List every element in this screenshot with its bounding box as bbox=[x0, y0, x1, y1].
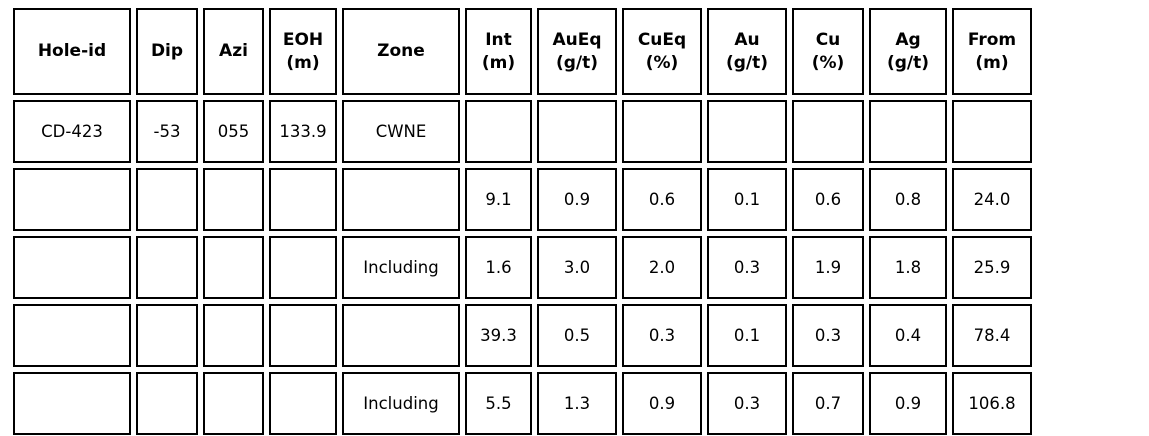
column-header-hole-id: Hole-id bbox=[13, 8, 131, 95]
table-row: Including 5.5 1.3 0.9 0.3 0.7 0.9 106.8 bbox=[13, 372, 1032, 435]
cell-ag: 0.9 bbox=[869, 372, 947, 435]
cell-hole-id bbox=[13, 372, 131, 435]
cell-aueq: 1.3 bbox=[537, 372, 617, 435]
cell-int bbox=[465, 100, 532, 163]
cell-ag: 0.8 bbox=[869, 168, 947, 231]
column-header-cueq: CuEq (%) bbox=[622, 8, 702, 95]
cell-dip: -53 bbox=[136, 100, 198, 163]
column-header-azi: Azi bbox=[203, 8, 264, 95]
cell-ag: 1.8 bbox=[869, 236, 947, 299]
cell-aueq: 0.5 bbox=[537, 304, 617, 367]
cell-zone bbox=[342, 304, 460, 367]
cell-azi bbox=[203, 372, 264, 435]
cell-cu: 0.7 bbox=[792, 372, 864, 435]
cell-azi: 055 bbox=[203, 100, 264, 163]
column-header-eoh: EOH (m) bbox=[269, 8, 337, 95]
cell-from bbox=[952, 100, 1032, 163]
column-header-dip: Dip bbox=[136, 8, 198, 95]
cell-eoh bbox=[269, 236, 337, 299]
cell-cu: 0.3 bbox=[792, 304, 864, 367]
cell-eoh: 133.9 bbox=[269, 100, 337, 163]
cell-from: 25.9 bbox=[952, 236, 1032, 299]
cell-int: 39.3 bbox=[465, 304, 532, 367]
cell-hole-id bbox=[13, 168, 131, 231]
cell-from: 24.0 bbox=[952, 168, 1032, 231]
cell-cu: 1.9 bbox=[792, 236, 864, 299]
cell-cueq: 2.0 bbox=[622, 236, 702, 299]
cell-from: 78.4 bbox=[952, 304, 1032, 367]
column-header-cu: Cu (%) bbox=[792, 8, 864, 95]
column-header-au: Au (g/t) bbox=[707, 8, 787, 95]
cell-au: 0.1 bbox=[707, 168, 787, 231]
cell-int: 9.1 bbox=[465, 168, 532, 231]
column-header-int: Int (m) bbox=[465, 8, 532, 95]
cell-aueq: 3.0 bbox=[537, 236, 617, 299]
header-row: Hole-id Dip Azi EOH (m) Zone Int (m) AuE… bbox=[13, 8, 1032, 95]
column-header-ag: Ag (g/t) bbox=[869, 8, 947, 95]
cell-int: 5.5 bbox=[465, 372, 532, 435]
cell-hole-id bbox=[13, 236, 131, 299]
cell-cueq bbox=[622, 100, 702, 163]
cell-cu: 0.6 bbox=[792, 168, 864, 231]
cell-eoh bbox=[269, 304, 337, 367]
cell-au bbox=[707, 100, 787, 163]
cell-zone: CWNE bbox=[342, 100, 460, 163]
cell-dip bbox=[136, 372, 198, 435]
cell-dip bbox=[136, 304, 198, 367]
cell-zone: Including bbox=[342, 236, 460, 299]
cell-au: 0.1 bbox=[707, 304, 787, 367]
drill-results-table: Hole-id Dip Azi EOH (m) Zone Int (m) AuE… bbox=[8, 3, 1037, 436]
cell-aueq bbox=[537, 100, 617, 163]
cell-eoh bbox=[269, 168, 337, 231]
cell-azi bbox=[203, 304, 264, 367]
cell-zone: Including bbox=[342, 372, 460, 435]
cell-hole-id: CD-423 bbox=[13, 100, 131, 163]
table-row: CD-423 -53 055 133.9 CWNE bbox=[13, 100, 1032, 163]
cell-eoh bbox=[269, 372, 337, 435]
cell-zone bbox=[342, 168, 460, 231]
cell-dip bbox=[136, 168, 198, 231]
column-header-aueq: AuEq (g/t) bbox=[537, 8, 617, 95]
cell-cu bbox=[792, 100, 864, 163]
table-row: 39.3 0.5 0.3 0.1 0.3 0.4 78.4 bbox=[13, 304, 1032, 367]
cell-from: 106.8 bbox=[952, 372, 1032, 435]
cell-hole-id bbox=[13, 304, 131, 367]
cell-dip bbox=[136, 236, 198, 299]
cell-cueq: 0.3 bbox=[622, 304, 702, 367]
cell-aueq: 0.9 bbox=[537, 168, 617, 231]
cell-ag bbox=[869, 100, 947, 163]
cell-ag: 0.4 bbox=[869, 304, 947, 367]
cell-azi bbox=[203, 168, 264, 231]
cell-cueq: 0.6 bbox=[622, 168, 702, 231]
column-header-zone: Zone bbox=[342, 8, 460, 95]
table-row: Including 1.6 3.0 2.0 0.3 1.9 1.8 25.9 bbox=[13, 236, 1032, 299]
table-row: 9.1 0.9 0.6 0.1 0.6 0.8 24.0 bbox=[13, 168, 1032, 231]
cell-azi bbox=[203, 236, 264, 299]
column-header-from: From (m) bbox=[952, 8, 1032, 95]
cell-cueq: 0.9 bbox=[622, 372, 702, 435]
cell-au: 0.3 bbox=[707, 236, 787, 299]
cell-int: 1.6 bbox=[465, 236, 532, 299]
cell-au: 0.3 bbox=[707, 372, 787, 435]
